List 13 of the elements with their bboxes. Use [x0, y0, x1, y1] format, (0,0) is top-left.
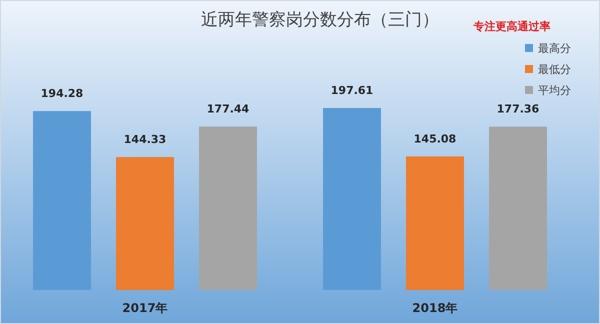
data-label: 177.44 [206, 102, 250, 116]
x-tick-label: 2017年 [122, 301, 168, 315]
data-label: 144.33 [124, 133, 166, 146]
data-label: 145.08 [414, 132, 456, 146]
annotation: 专注更高通过率 [474, 20, 550, 33]
data-label: 197.61 [330, 84, 374, 97]
data-label: 194.28 [40, 87, 84, 100]
legend-label: 最高分 [538, 42, 571, 55]
legend-label: 最低分 [538, 63, 571, 76]
legend-label: 平均分 [538, 84, 571, 97]
x-tick-label: 2018年 [412, 301, 458, 315]
data-label: 177.36 [496, 102, 540, 116]
title: 近两年警察岗分数分布（三门） [201, 10, 439, 30]
